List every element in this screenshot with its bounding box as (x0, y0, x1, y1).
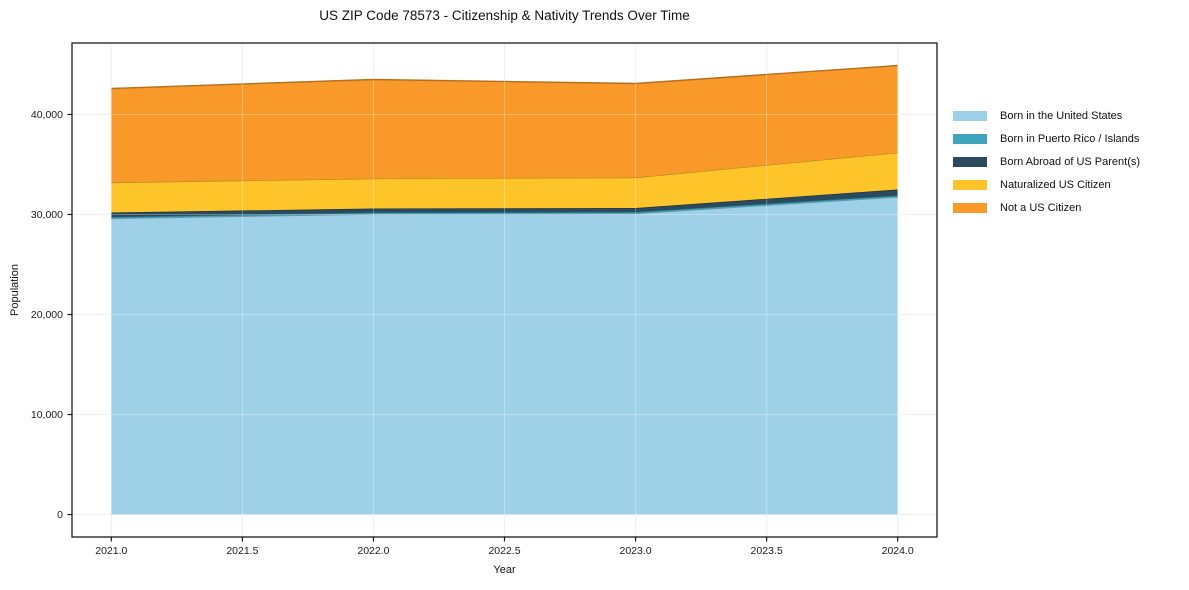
legend-item: Not a US Citizen (953, 196, 1140, 219)
legend-label: Born in the United States (1000, 109, 1123, 122)
legend-swatch (953, 156, 987, 167)
legend-label: Born in Puerto Rico / Islands (1000, 132, 1140, 145)
x-tick-label: 2022.0 (357, 545, 389, 557)
legend-item: Naturalized US Citizen (953, 173, 1140, 196)
legend-swatch (953, 133, 987, 144)
legend-item: Born in Puerto Rico / Islands (953, 127, 1140, 150)
y-axis-label: Population (9, 264, 21, 316)
y-tick-label: 40,000 (31, 109, 63, 121)
legend-item: Born Abroad of US Parent(s) (953, 150, 1140, 173)
y-tick-label: 20,000 (31, 309, 63, 321)
legend-swatch (953, 202, 987, 213)
x-tick-label: 2021.5 (226, 545, 258, 557)
legend-label: Born Abroad of US Parent(s) (1000, 155, 1141, 168)
area-born-in-the-united-states (111, 197, 898, 515)
chart-title: US ZIP Code 78573 - Citizenship & Nativi… (319, 8, 690, 23)
x-tick-label: 2022.5 (488, 545, 520, 557)
area-naturalized-us-citizen (111, 152, 898, 213)
y-tick-label: 0 (57, 509, 63, 521)
legend-label: Not a US Citizen (1000, 201, 1082, 214)
area-not-a-us-citizen (111, 65, 898, 183)
y-tick-label: 10,000 (31, 409, 63, 421)
legend-swatch (953, 179, 987, 190)
legend-label: Naturalized US Citizen (1000, 178, 1111, 191)
legend: Born in the United States Born in Puerto … (953, 104, 1140, 219)
x-tick-label: 2024.0 (882, 545, 914, 557)
y-tick-label: 30,000 (31, 209, 63, 221)
legend-swatch (953, 110, 987, 121)
x-tick-label: 2021.0 (95, 545, 127, 557)
x-tick-label: 2023.5 (751, 545, 783, 557)
area-edge-not-a-us-citizen (111, 64, 898, 90)
x-axis-label: Year (493, 564, 516, 576)
legend-item: Born in the United States (953, 104, 1140, 127)
x-tick-label: 2023.0 (619, 545, 651, 557)
